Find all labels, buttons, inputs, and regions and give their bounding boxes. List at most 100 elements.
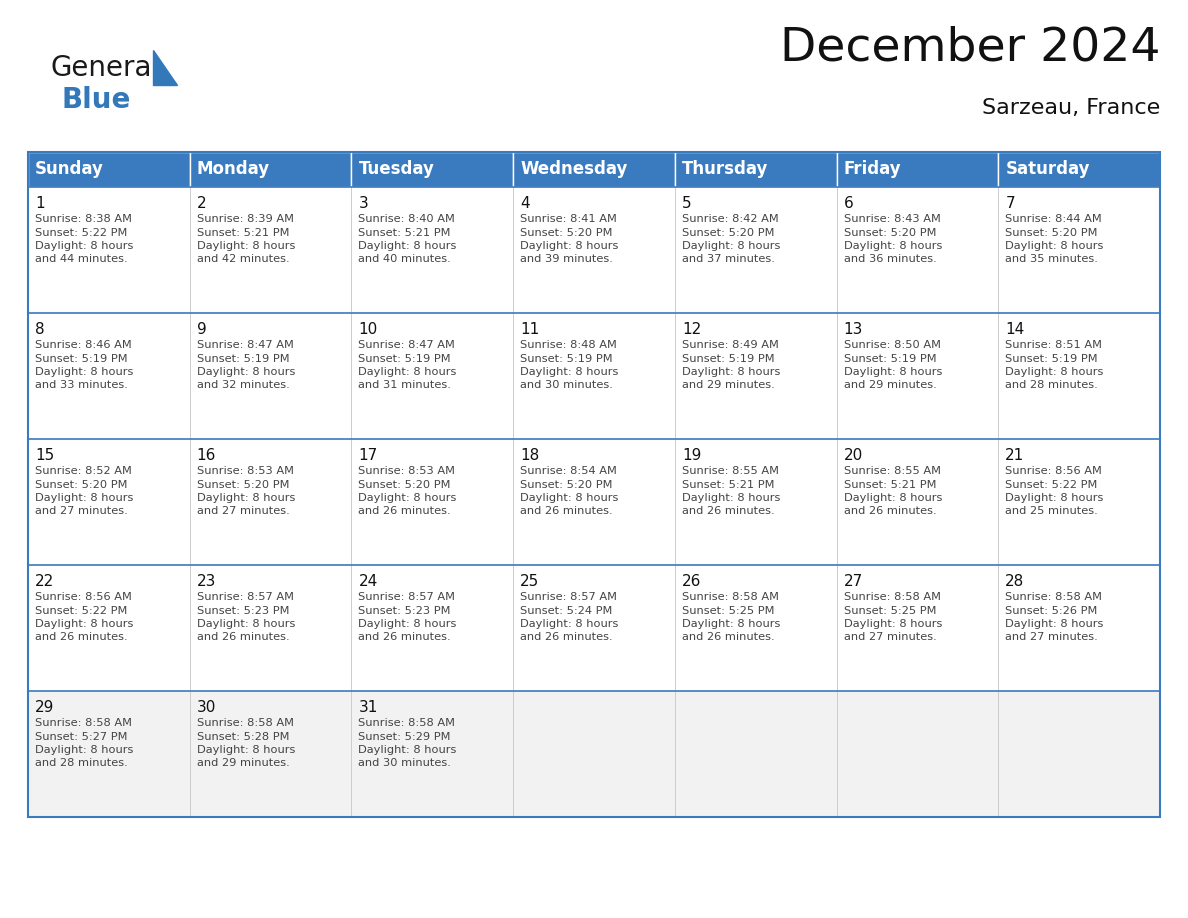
Text: and 29 minutes.: and 29 minutes. — [197, 758, 290, 768]
Text: and 29 minutes.: and 29 minutes. — [682, 380, 775, 390]
Bar — [513, 565, 675, 691]
Text: 28: 28 — [1005, 574, 1024, 588]
Text: and 26 minutes.: and 26 minutes. — [520, 633, 613, 643]
Text: and 27 minutes.: and 27 minutes. — [197, 507, 290, 517]
Text: and 30 minutes.: and 30 minutes. — [359, 758, 451, 768]
Text: Sunrise: 8:39 AM: Sunrise: 8:39 AM — [197, 214, 293, 224]
Text: Daylight: 8 hours: Daylight: 8 hours — [682, 367, 781, 377]
Bar — [29, 152, 1159, 817]
Text: 26: 26 — [682, 574, 701, 588]
Text: Sunrise: 8:55 AM: Sunrise: 8:55 AM — [843, 466, 941, 476]
Bar — [190, 439, 352, 565]
Text: Sunrise: 8:58 AM: Sunrise: 8:58 AM — [359, 718, 455, 728]
Bar — [190, 565, 352, 691]
Text: and 33 minutes.: and 33 minutes. — [34, 380, 128, 390]
Bar — [29, 313, 190, 439]
Text: Sunset: 5:28 PM: Sunset: 5:28 PM — [197, 732, 289, 742]
Text: Sunrise: 8:43 AM: Sunrise: 8:43 AM — [843, 214, 941, 224]
Text: 19: 19 — [682, 447, 701, 463]
Text: 22: 22 — [34, 574, 55, 588]
Text: 6: 6 — [843, 196, 853, 210]
Text: Thursday: Thursday — [682, 161, 769, 178]
Text: 16: 16 — [197, 447, 216, 463]
Text: 30: 30 — [197, 700, 216, 714]
Text: Sunset: 5:19 PM: Sunset: 5:19 PM — [843, 353, 936, 364]
Text: Daylight: 8 hours: Daylight: 8 hours — [197, 241, 295, 251]
Text: Daylight: 8 hours: Daylight: 8 hours — [682, 241, 781, 251]
Text: and 25 minutes.: and 25 minutes. — [1005, 507, 1098, 517]
Bar — [513, 439, 675, 565]
Text: Sunrise: 8:58 AM: Sunrise: 8:58 AM — [197, 718, 293, 728]
Text: Sunset: 5:29 PM: Sunset: 5:29 PM — [359, 732, 451, 742]
Text: Sunrise: 8:58 AM: Sunrise: 8:58 AM — [682, 592, 779, 602]
Text: Daylight: 8 hours: Daylight: 8 hours — [1005, 619, 1104, 629]
Bar — [998, 439, 1159, 565]
Bar — [836, 313, 998, 439]
Text: Daylight: 8 hours: Daylight: 8 hours — [34, 745, 133, 755]
Bar — [352, 152, 513, 187]
Text: Sunrise: 8:38 AM: Sunrise: 8:38 AM — [34, 214, 132, 224]
Text: Sunset: 5:20 PM: Sunset: 5:20 PM — [520, 228, 613, 238]
Bar — [675, 439, 836, 565]
Text: 15: 15 — [34, 447, 55, 463]
Text: and 36 minutes.: and 36 minutes. — [843, 254, 936, 264]
Text: and 26 minutes.: and 26 minutes. — [682, 507, 775, 517]
Bar — [513, 152, 675, 187]
Bar — [998, 152, 1159, 187]
Text: Sunset: 5:20 PM: Sunset: 5:20 PM — [359, 479, 451, 489]
Text: and 31 minutes.: and 31 minutes. — [359, 380, 451, 390]
Text: Sunset: 5:27 PM: Sunset: 5:27 PM — [34, 732, 127, 742]
Bar — [998, 565, 1159, 691]
Text: and 44 minutes.: and 44 minutes. — [34, 254, 127, 264]
Bar — [998, 691, 1159, 817]
Text: 10: 10 — [359, 321, 378, 337]
Text: Daylight: 8 hours: Daylight: 8 hours — [359, 619, 457, 629]
Bar — [190, 313, 352, 439]
Text: Daylight: 8 hours: Daylight: 8 hours — [1005, 367, 1104, 377]
Text: Daylight: 8 hours: Daylight: 8 hours — [34, 367, 133, 377]
Text: Sunrise: 8:53 AM: Sunrise: 8:53 AM — [197, 466, 293, 476]
Text: Sunset: 5:24 PM: Sunset: 5:24 PM — [520, 606, 613, 615]
Bar — [29, 565, 190, 691]
Text: and 29 minutes.: and 29 minutes. — [843, 380, 936, 390]
Text: 11: 11 — [520, 321, 539, 337]
Text: Daylight: 8 hours: Daylight: 8 hours — [843, 493, 942, 503]
Text: Daylight: 8 hours: Daylight: 8 hours — [520, 367, 619, 377]
Text: Daylight: 8 hours: Daylight: 8 hours — [843, 241, 942, 251]
Text: 5: 5 — [682, 196, 691, 210]
Text: Sunset: 5:20 PM: Sunset: 5:20 PM — [1005, 228, 1098, 238]
Bar — [352, 565, 513, 691]
Text: Daylight: 8 hours: Daylight: 8 hours — [843, 367, 942, 377]
Text: Friday: Friday — [843, 161, 902, 178]
Text: 12: 12 — [682, 321, 701, 337]
Text: and 40 minutes.: and 40 minutes. — [359, 254, 451, 264]
Text: Sunrise: 8:41 AM: Sunrise: 8:41 AM — [520, 214, 617, 224]
Text: and 39 minutes.: and 39 minutes. — [520, 254, 613, 264]
Bar — [675, 187, 836, 313]
Text: and 26 minutes.: and 26 minutes. — [359, 507, 451, 517]
Bar — [998, 313, 1159, 439]
Bar — [675, 313, 836, 439]
Text: and 26 minutes.: and 26 minutes. — [34, 633, 127, 643]
Bar — [190, 187, 352, 313]
Text: Sunrise: 8:55 AM: Sunrise: 8:55 AM — [682, 466, 779, 476]
Bar — [29, 152, 190, 187]
Text: Daylight: 8 hours: Daylight: 8 hours — [34, 619, 133, 629]
Text: Sunrise: 8:56 AM: Sunrise: 8:56 AM — [1005, 466, 1102, 476]
Bar — [352, 187, 513, 313]
Text: Wednesday: Wednesday — [520, 161, 627, 178]
Text: Sunrise: 8:58 AM: Sunrise: 8:58 AM — [34, 718, 132, 728]
Text: Sunrise: 8:47 AM: Sunrise: 8:47 AM — [359, 340, 455, 350]
Text: and 28 minutes.: and 28 minutes. — [34, 758, 128, 768]
Text: General: General — [50, 54, 159, 82]
Text: Sarzeau, France: Sarzeau, France — [981, 98, 1159, 118]
Text: Daylight: 8 hours: Daylight: 8 hours — [197, 493, 295, 503]
Text: and 26 minutes.: and 26 minutes. — [359, 633, 451, 643]
Text: and 27 minutes.: and 27 minutes. — [1005, 633, 1098, 643]
Text: Daylight: 8 hours: Daylight: 8 hours — [520, 619, 619, 629]
Text: and 27 minutes.: and 27 minutes. — [34, 507, 128, 517]
Text: Sunrise: 8:57 AM: Sunrise: 8:57 AM — [520, 592, 617, 602]
Text: Daylight: 8 hours: Daylight: 8 hours — [359, 367, 457, 377]
Text: Sunset: 5:22 PM: Sunset: 5:22 PM — [34, 606, 127, 615]
Text: Sunrise: 8:40 AM: Sunrise: 8:40 AM — [359, 214, 455, 224]
